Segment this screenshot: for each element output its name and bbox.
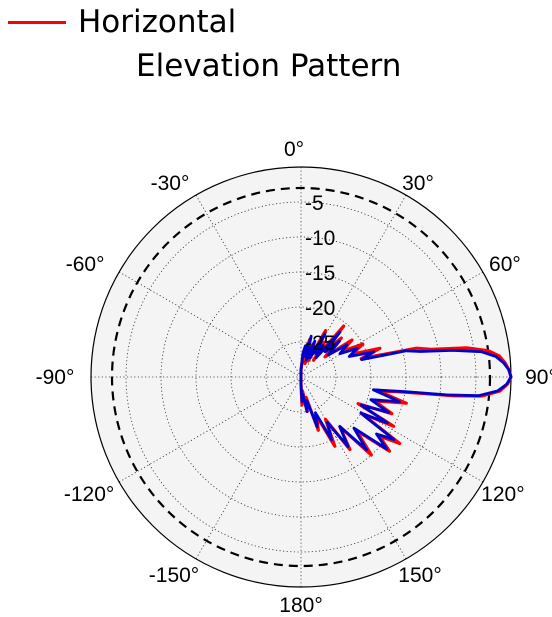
grid-spoke <box>300 376 484 483</box>
reference-circle <box>110 186 492 568</box>
grid-ring <box>230 306 372 448</box>
angle-tick-label: 60° <box>489 253 521 276</box>
radial-tick-label: -5 <box>305 192 324 215</box>
angle-tick-label: 90° <box>525 366 552 389</box>
angle-tick-label: 0° <box>284 138 304 161</box>
label-layer: 0° 30° 60° 90° 120° 150° 180° -150° -120° -90° -60… <box>36 138 552 617</box>
grid-spoke <box>300 376 407 560</box>
radial-tick-label: -25 <box>305 332 335 355</box>
angle-tick-label: 150° <box>398 564 441 587</box>
angle-tick-label: 120° <box>481 483 524 506</box>
legend-swatch-horizontal <box>8 20 66 24</box>
angle-tick-label: -120° <box>64 483 114 506</box>
chart-title: Elevation Pattern <box>136 48 402 84</box>
grid-spoke <box>300 194 407 378</box>
angle-tick-label: 30° <box>402 172 434 195</box>
grid-ring <box>160 236 442 518</box>
grid-ring <box>125 201 477 553</box>
angle-tick-label: -60° <box>66 253 105 276</box>
grid-ring <box>265 341 337 413</box>
angle-tick-label: 180° <box>279 594 322 617</box>
grid-spoke <box>300 271 484 378</box>
angle-tick-label: -150° <box>149 564 199 587</box>
angle-tick-label: -30° <box>151 172 190 195</box>
legend: Horizontal <box>8 2 236 42</box>
angle-tick-label: -90° <box>36 366 75 389</box>
legend-label-horizontal: Horizontal <box>78 4 237 40</box>
radial-tick-label: -10 <box>305 227 335 250</box>
series-line-series-2 <box>299 330 513 452</box>
grid-spoke <box>195 376 302 560</box>
radial-tick-label: -20 <box>305 297 335 320</box>
grid-spoke <box>195 194 302 378</box>
series-layer <box>299 324 513 457</box>
grid-spoke <box>118 376 302 483</box>
radial-tick-label: -15 <box>305 262 335 285</box>
grid-spoke <box>118 271 302 378</box>
